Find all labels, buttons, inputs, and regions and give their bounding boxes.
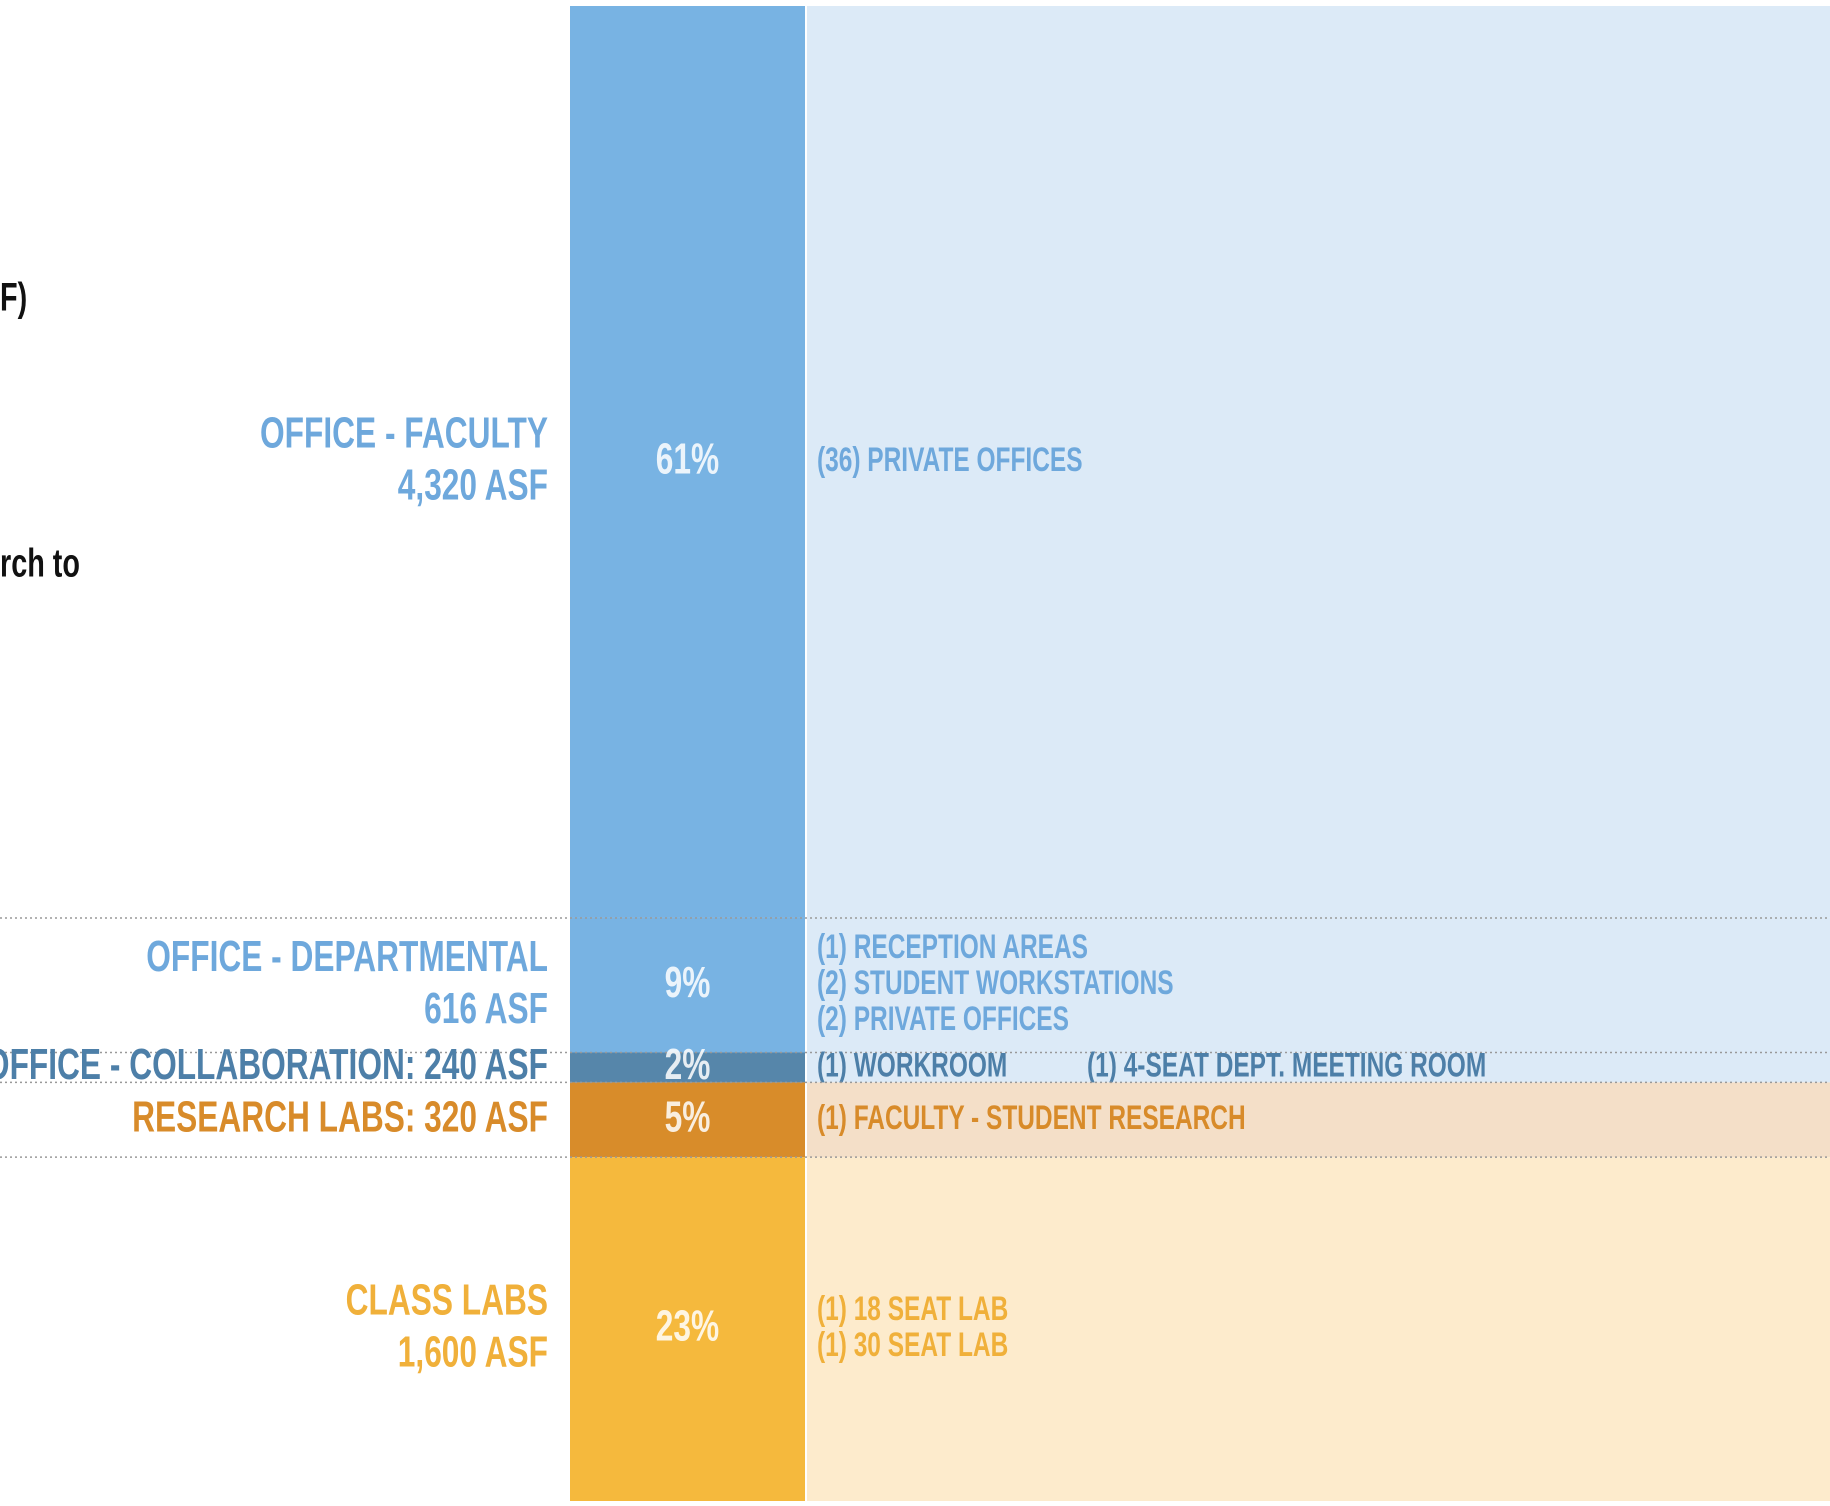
- segment-label-group: OFFICE - DEPARTMENTAL: [146, 932, 548, 981]
- segment-item-group: (2) STUDENT WORKSTATIONS: [817, 964, 1174, 1002]
- cropped-text-group: rch to: [0, 541, 80, 586]
- segment-percent-group: 2%: [665, 1040, 711, 1089]
- segment-bar: [570, 917, 805, 1053]
- segment-bar: [570, 6, 805, 918]
- cropped-text: rch to: [0, 541, 80, 586]
- segment-label-group: 1,600 ASF: [398, 1328, 548, 1377]
- segment-percent-group: 61%: [656, 435, 719, 484]
- segment-item-group: (1) FACULTY - STUDENT RESEARCH: [817, 1099, 1246, 1137]
- segment-percent: 9%: [665, 958, 711, 1007]
- segment-band: [807, 1157, 1830, 1501]
- segment-item-group: (1) 18 SEAT LAB: [817, 1290, 1008, 1328]
- segment-item: (1) WORKROOM: [817, 1047, 1007, 1085]
- segment-label-group: OFFICE - COLLABORATION: 240 ASF: [0, 1040, 548, 1089]
- segment-percent-group: 5%: [665, 1092, 711, 1141]
- cropped-text-group: F): [0, 275, 27, 320]
- segment-item: (1) 18 SEAT LAB: [817, 1290, 1008, 1328]
- segment-label: OFFICE - COLLABORATION: 240 ASF: [0, 1040, 548, 1089]
- segment-label: 616 ASF: [424, 984, 548, 1033]
- segment-label: 4,320 ASF: [398, 461, 548, 510]
- segment-item: (1) RECEPTION AREAS: [817, 928, 1088, 966]
- segment-item-group: (36) PRIVATE OFFICES: [817, 441, 1083, 479]
- cropped-text: F): [0, 275, 27, 320]
- segment-band: [807, 1082, 1830, 1158]
- segment-item: (1) 4-SEAT DEPT. MEETING ROOM: [1087, 1047, 1486, 1085]
- segment-percent-group: 23%: [656, 1302, 719, 1351]
- segment-label-group: 4,320 ASF: [398, 461, 548, 510]
- segment-label: CLASS LABS: [346, 1276, 548, 1325]
- segment-label-group: OFFICE - FACULTY: [260, 409, 548, 458]
- segment-bar: [570, 1052, 805, 1083]
- segment-item: (2) STUDENT WORKSTATIONS: [817, 964, 1174, 1002]
- segment-label: OFFICE - FACULTY: [260, 409, 548, 458]
- segment-item-group: (1) WORKROOM: [817, 1047, 1007, 1085]
- segment-label-group: RESEARCH LABS: 320 ASF: [132, 1092, 548, 1141]
- segment-item: (36) PRIVATE OFFICES: [817, 441, 1083, 479]
- segment-band: [807, 917, 1830, 1053]
- segment-item-group: (1) 30 SEAT LAB: [817, 1326, 1008, 1364]
- segment-label: OFFICE - DEPARTMENTAL: [146, 932, 548, 981]
- segment-item: (1) 30 SEAT LAB: [817, 1326, 1008, 1364]
- segment-item-group: (2) PRIVATE OFFICES: [817, 1000, 1069, 1038]
- segment-percent-group: 9%: [665, 958, 711, 1007]
- segment-item: (1) FACULTY - STUDENT RESEARCH: [817, 1099, 1246, 1137]
- segment-percent: 2%: [665, 1040, 711, 1089]
- segment-item: (2) PRIVATE OFFICES: [817, 1000, 1069, 1038]
- segment-item-group: (1) 4-SEAT DEPT. MEETING ROOM: [1087, 1047, 1486, 1085]
- segment-bar: [570, 1082, 805, 1158]
- segment-band: [807, 1052, 1830, 1083]
- segment-percent: 61%: [656, 435, 719, 484]
- segment-percent: 23%: [656, 1302, 719, 1351]
- segment-label-group: CLASS LABS: [346, 1276, 548, 1325]
- segment-bar: [570, 1157, 805, 1501]
- segment-label-group: 616 ASF: [424, 984, 548, 1033]
- segment-label: 1,600 ASF: [398, 1328, 548, 1377]
- segment-label: RESEARCH LABS: 320 ASF: [132, 1092, 548, 1141]
- segment-item-group: (1) RECEPTION AREAS: [817, 928, 1088, 966]
- segment-percent: 5%: [665, 1092, 711, 1141]
- segment-band: [807, 6, 1830, 918]
